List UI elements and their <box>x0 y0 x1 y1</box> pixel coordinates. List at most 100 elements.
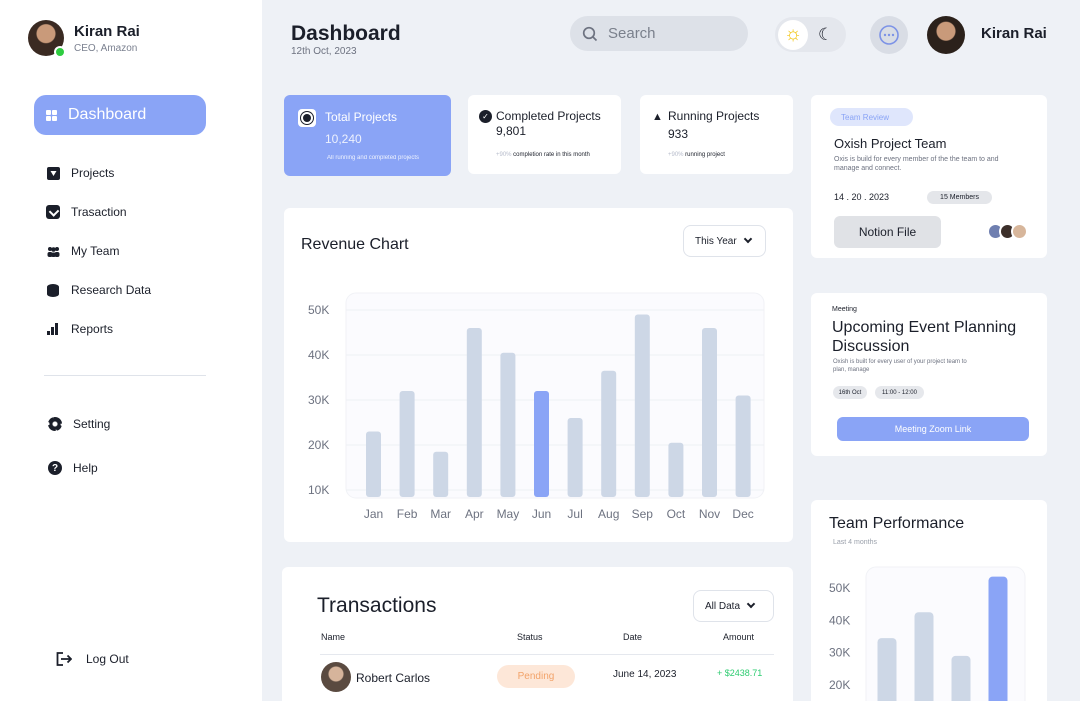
x-tick-label: Nov <box>699 507 720 521</box>
search-input[interactable]: Search <box>570 16 748 51</box>
shield-icon <box>46 166 60 180</box>
header-user-name: Kiran Rai <box>981 25 1047 42</box>
y-tick-label: 20K <box>829 678 850 692</box>
revenue-chart-card: Revenue Chart This Year 50K 40K 30K 20K 10K J… <box>284 208 793 542</box>
stat-note-highlight: +90% <box>496 152 512 158</box>
sidebar-item-projects[interactable]: Projects <box>46 163 151 183</box>
x-tick-label: Dec <box>732 507 753 521</box>
chart-bar <box>466 328 482 497</box>
x-tick-label: Jul <box>567 507 582 521</box>
team-review-badge: Team Review <box>830 108 913 126</box>
chart-bar <box>877 638 897 701</box>
help-icon: ? <box>48 461 62 475</box>
sidebar-divider <box>44 375 206 376</box>
stat-value: 10,240 <box>325 132 362 146</box>
transaction-date: June 14, 2023 <box>613 669 677 680</box>
y-tick-label: 20K <box>308 438 329 452</box>
sidebar-item-label: Dashboard <box>68 106 147 123</box>
y-tick-label: 10K <box>308 483 329 497</box>
sidebar-item-research-data[interactable]: Research Data <box>46 280 151 300</box>
logout-icon <box>56 652 72 666</box>
x-tick-label: Jan <box>364 507 383 521</box>
chat-button[interactable] <box>870 16 908 54</box>
stat-label: Total Projects <box>325 110 398 124</box>
meeting-description: Oxish is built for every user of your pr… <box>833 359 967 373</box>
y-tick-label: 40K <box>308 348 329 362</box>
logout-button[interactable]: Log Out <box>56 652 129 666</box>
chart-bar <box>534 391 549 497</box>
stat-card-total-projects[interactable]: Total Projects 10,240 All running and co… <box>284 95 451 176</box>
sidebar-item-dashboard[interactable]: Dashboard <box>34 95 206 135</box>
x-tick-label: Oct <box>667 507 686 521</box>
meeting-date-chip: 16th Oct <box>833 386 867 399</box>
search-icon <box>582 26 598 41</box>
dropdown-value: This Year <box>695 235 737 247</box>
theme-toggle[interactable]: ☼ ☾ <box>775 17 846 52</box>
y-tick-label: 30K <box>829 646 850 660</box>
sidebar-item-label: My Team <box>71 244 120 258</box>
revenue-filter-dropdown[interactable]: This Year <box>683 225 766 257</box>
y-tick-label: 30K <box>308 393 329 407</box>
member-avatars[interactable] <box>987 223 1028 240</box>
check-shield-icon <box>46 205 60 219</box>
stat-card-running-projects[interactable]: ▲ Running Projects 933 +90% running proj… <box>640 95 793 174</box>
rocket-icon: ▲ <box>651 110 664 123</box>
sidebar-item-setting[interactable]: Setting <box>48 414 110 434</box>
stat-label: Completed Projects <box>496 109 601 123</box>
team-review-description: Oxis is build for every member of the th… <box>834 156 999 172</box>
sidebar-profile[interactable]: Kiran Rai CEO, Amazon <box>28 20 140 58</box>
profile-name: Kiran Rai <box>74 22 140 40</box>
meeting-zoom-link-button[interactable]: Meeting Zoom Link <box>837 417 1029 441</box>
chart-plot-area <box>345 292 765 499</box>
team-icon <box>46 244 60 258</box>
stat-note-highlight: +90% <box>668 152 684 158</box>
stat-label: Running Projects <box>668 109 760 123</box>
check-circle-icon: ✓ <box>479 110 492 123</box>
grid-icon <box>46 109 57 121</box>
chart-bar <box>500 352 516 497</box>
transaction-name[interactable]: Robert Carlos <box>356 671 431 685</box>
x-tick-label: May <box>497 507 520 521</box>
header-avatar[interactable] <box>927 16 965 54</box>
moon-icon[interactable]: ☾ <box>818 24 834 44</box>
team-performance-card: Team Performance Last 4 months 50K 40K 30K… <box>811 500 1047 701</box>
meeting-time-chip: 11:00 - 12:00 <box>875 386 924 399</box>
bar-chart-icon <box>46 322 60 336</box>
team-review-card: Team Review Oxish Project Team Oxis is b… <box>811 95 1047 258</box>
sidebar-item-reports[interactable]: Reports <box>46 319 151 339</box>
members-badge: 15 Members <box>927 191 992 204</box>
stat-value: 933 <box>668 127 689 141</box>
online-status-dot <box>54 46 66 58</box>
stat-note: +90% running project <box>668 152 725 158</box>
revenue-chart-plot: 50K 40K 30K 20K 10K Jan Feb Mar Apr May Jun Jul Aug S… <box>308 292 765 521</box>
column-header-status[interactable]: Status <box>517 632 543 642</box>
sidebar-item-help[interactable]: ? Help <box>48 458 110 478</box>
y-tick-label: 40K <box>829 613 850 627</box>
stat-card-completed-projects[interactable]: ✓ Completed Projects 9,801 +90% completi… <box>468 95 621 174</box>
target-icon <box>298 109 316 127</box>
x-tick-label: Sep <box>632 507 654 521</box>
chart-bar <box>988 576 1008 701</box>
notion-file-button[interactable]: Notion File <box>834 216 941 248</box>
meeting-title: Upcoming Event Planning Discussion <box>832 319 1017 356</box>
chart-bar <box>735 395 751 497</box>
sidebar-item-label: Trasaction <box>71 205 127 219</box>
chart-bar <box>951 655 971 701</box>
stat-value: 9,801 <box>496 124 527 138</box>
transactions-filter-dropdown[interactable]: All Data <box>693 590 774 622</box>
column-header-name[interactable]: Name <box>321 632 346 642</box>
chart-plot-area <box>865 566 1026 701</box>
sidebar-item-my-team[interactable]: My Team <box>46 241 151 261</box>
meeting-card: Meeting Upcoming Event Planning Discussi… <box>811 293 1047 456</box>
column-header-amount[interactable]: Amount <box>723 632 755 642</box>
sidebar-item-trasaction[interactable]: Trasaction <box>46 202 151 222</box>
dropdown-value: All Data <box>705 600 741 612</box>
profile-role: CEO, Amazon <box>74 42 138 54</box>
column-header-date[interactable]: Date <box>623 632 643 642</box>
stat-note-text: completion rate in this month <box>511 152 590 158</box>
sun-icon[interactable]: ☼ <box>778 19 808 50</box>
chart-bar <box>433 451 449 497</box>
team-performance-subtitle: Last 4 months <box>833 539 877 546</box>
sidebar-item-label: Projects <box>71 166 115 180</box>
transactions-card: Transactions All Data Name Status Date A… <box>282 567 793 701</box>
